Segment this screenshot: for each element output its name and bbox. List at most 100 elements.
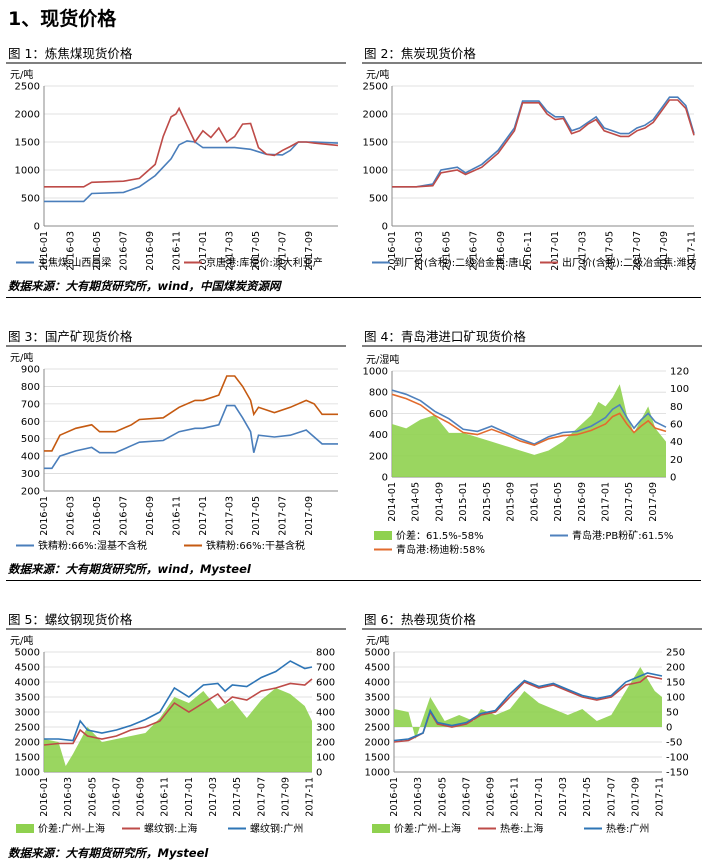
y-tick-label: 1000	[363, 367, 388, 378]
x-tick-label: 2017-11	[305, 777, 316, 817]
x-tick-label: 2016-03	[63, 777, 74, 817]
line-series	[43, 678, 313, 746]
y2-tick-label: 120	[670, 367, 689, 378]
y-tick-label: 2500	[363, 82, 388, 93]
chart-title: 图 3：国产矿现货价格	[6, 327, 346, 347]
legend-label: 京唐港:库提价:澳大利亚产	[206, 256, 323, 269]
x-tick-label: 2016-11	[510, 777, 521, 817]
x-tick-label: 2017-01	[198, 231, 209, 271]
y-tick-label: 0	[382, 473, 388, 484]
y2-tick-label: 100	[316, 753, 335, 764]
y2-tick-label: 0	[670, 473, 676, 484]
y2-tick-label: 600	[316, 678, 335, 689]
chart-panel-fig6: 图 6：热卷现货价格 元/吨 1000 1500 2000 2500 3000 3500 400…	[362, 610, 702, 840]
legend-label: 价差:广州-上海	[394, 822, 461, 835]
y-tick-label: 3000	[15, 708, 40, 719]
x-tick-label: 2016-05	[92, 231, 103, 271]
line-series	[44, 140, 339, 203]
y2-tick-label: 0	[666, 723, 672, 734]
x-tick-label: 2017-09	[280, 777, 291, 817]
x-tick-label: 2017-09	[659, 231, 670, 271]
y2-tick-label: -150	[666, 768, 689, 779]
y-tick-label: 2500	[15, 82, 40, 93]
x-tick-label: 2016-03	[414, 231, 425, 271]
legend-label: 螺纹钢:上海	[144, 822, 197, 835]
x-tick-label: 2017-01	[184, 777, 195, 817]
y-tick-label: 200	[369, 451, 388, 462]
source-note-1: 数据来源：大有期货研究所，wind，中国煤炭资源网	[8, 279, 281, 293]
x-tick-label: 2017-11	[655, 777, 666, 817]
chart-title: 图 6：热卷现货价格	[362, 610, 702, 630]
y-tick-label: 3500	[365, 693, 390, 704]
x-tick-label: 2016-01	[39, 231, 50, 271]
y2-tick-label: 200	[316, 738, 335, 749]
x-tick-label: 2017-03	[558, 777, 569, 817]
y2-tick-label: 40	[670, 437, 683, 448]
x-tick-label: 2017-05	[605, 231, 616, 271]
x-tick-label: 2015-01	[458, 482, 469, 522]
chart-svg: 元/吨 1000 1500 2000 2500 3000 3500 4000 4500 5000 0…	[10, 634, 335, 835]
legend-label: 螺纹钢:广州	[250, 822, 303, 835]
y-tick-label: 2000	[15, 110, 40, 121]
legend-label: 铁精粉:66%:干基含税	[206, 539, 305, 552]
x-tick-label: 2017-05	[624, 482, 635, 522]
x-tick-label: 2016-03	[413, 777, 424, 817]
x-tick-label: 2016-07	[469, 231, 480, 271]
y-tick-label: 1000	[365, 768, 390, 779]
x-tick-label: 2016-07	[118, 231, 129, 271]
legend-label: 价差：61.5%-58%	[396, 529, 484, 542]
y2-tick-label: 80	[670, 402, 683, 413]
chart-panel-fig1: 图 1：炼焦煤现货价格 元/吨 0 500 1000 1500 2000 2500 2016-0…	[6, 44, 346, 274]
y-tick-label: 1000	[15, 768, 40, 779]
y-axis-unit: 元/吨	[366, 68, 389, 81]
y-tick-label: 600	[369, 409, 388, 420]
y-tick-label: 4000	[365, 678, 390, 689]
x-tick-label: 2017-01	[601, 482, 612, 522]
y-tick-label: 3500	[15, 693, 40, 704]
x-tick-label: 2017-07	[606, 777, 617, 817]
line-series	[44, 660, 313, 742]
x-tick-label: 2016-05	[553, 482, 564, 522]
x-tick-label: 2016-01	[389, 777, 400, 817]
x-tick-label: 2016-05	[92, 496, 103, 536]
y-tick-label: 1500	[15, 753, 40, 764]
y-tick-label: 800	[369, 388, 388, 399]
y-tick-label: 300	[21, 469, 40, 480]
x-tick-label: 2016-11	[160, 777, 171, 817]
x-tick-label: 2016-01	[39, 777, 50, 817]
x-tick-label: 2016-03	[65, 496, 76, 536]
y-tick-label: 200	[21, 487, 40, 498]
x-tick-label: 2016-11	[523, 231, 534, 271]
x-tick-label: 2017-09	[648, 482, 659, 522]
y-tick-label: 2000	[363, 110, 388, 121]
x-tick-label: 2016-09	[486, 777, 497, 817]
section-title: 1、现货价格	[8, 8, 117, 30]
y2-tick-label: -50	[666, 738, 682, 749]
y2-tick-label: 700	[316, 663, 335, 674]
x-tick-label: 2016-09	[577, 482, 588, 522]
legend-swatch	[372, 824, 390, 833]
x-tick-label: 2016-09	[145, 496, 156, 536]
x-tick-label: 2017-05	[582, 777, 593, 817]
x-tick-label: 2016-09	[496, 231, 507, 271]
y-tick-label: 2500	[15, 723, 40, 734]
y-tick-label: 4500	[15, 663, 40, 674]
x-tick-label: 2017-01	[550, 231, 561, 271]
legend-swatch	[16, 824, 34, 833]
y2-tick-label: 100	[670, 384, 689, 395]
line-series	[393, 672, 663, 742]
y-tick-label: 2500	[365, 723, 390, 734]
y-axis-unit: 元/吨	[366, 634, 389, 647]
x-tick-label: 2016-11	[171, 496, 182, 536]
line-series	[44, 106, 339, 188]
x-tick-label: 2017-03	[224, 496, 235, 536]
x-tick-label: 2016-07	[461, 777, 472, 817]
x-tick-label: 2017-01	[198, 496, 209, 536]
x-tick-label: 2016-01	[39, 496, 50, 536]
line-series	[391, 389, 667, 445]
line-series	[391, 393, 667, 447]
chart-svg: 元/吨 0 500 1000 1500 2000 2500 2016-01 2016-03 201…	[10, 68, 339, 271]
line-series	[44, 375, 338, 452]
y-tick-label: 0	[382, 222, 388, 233]
y2-tick-label: 100	[666, 693, 685, 704]
